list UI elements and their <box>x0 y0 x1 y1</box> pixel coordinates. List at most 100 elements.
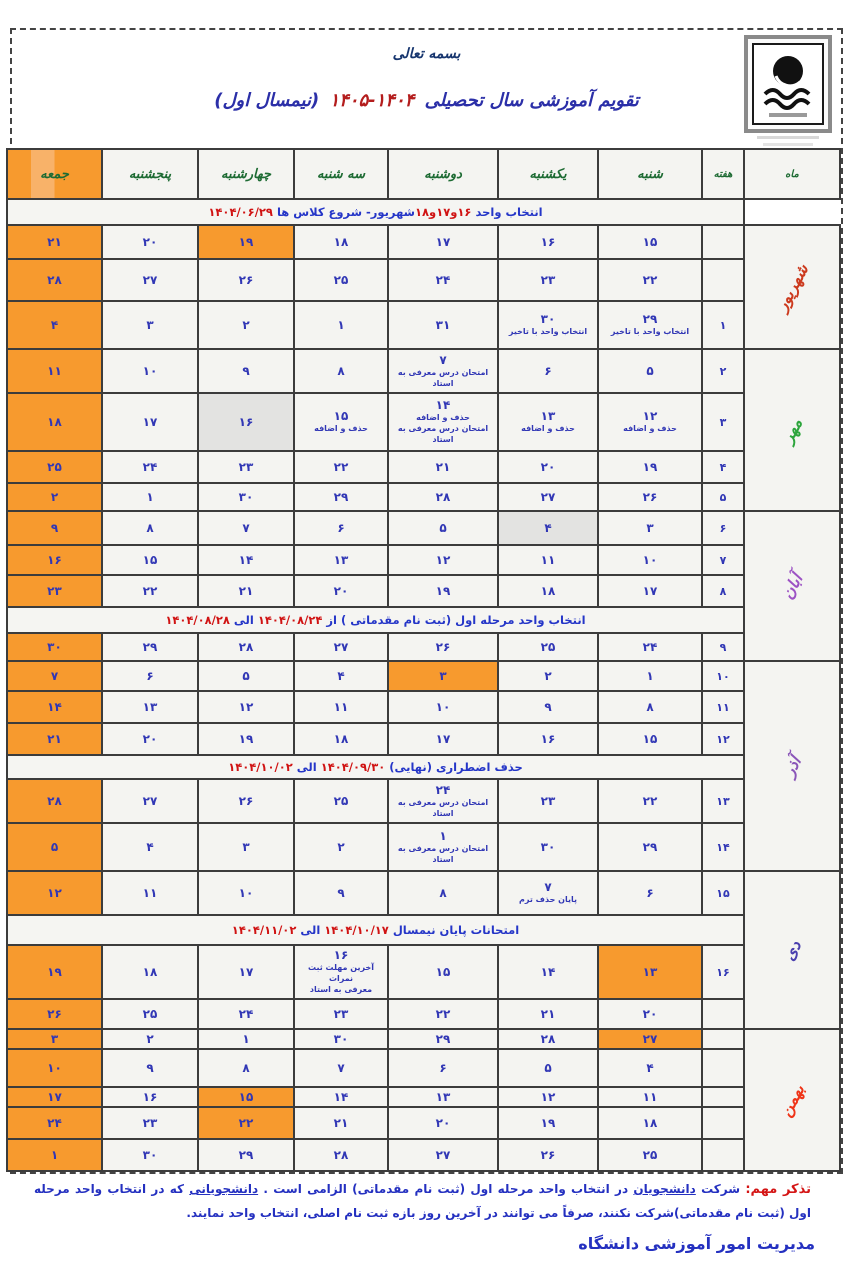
day-number: ۱۱ <box>540 552 556 567</box>
day-cell: ۲۵ <box>293 778 389 824</box>
day-cell: ۲۰ <box>497 450 599 484</box>
day-number: ۸ <box>242 1060 250 1075</box>
day-cell: ۱۱ <box>597 1086 703 1108</box>
day-cell: ۱۷ <box>387 224 499 260</box>
day-number: ۲۳ <box>540 793 556 808</box>
calendar-week-row: ۲۲ ۲۳ ۲۴ ۲۵ ۲۶ ۲۷ ۲۸ <box>6 258 840 302</box>
day-number: ۱۵ <box>642 234 658 249</box>
day-number: ۵ <box>544 1060 552 1075</box>
day-number: ۱۵ <box>435 964 451 979</box>
day-number: ۱۳ <box>435 1089 451 1104</box>
day-number: ۷ <box>337 1060 345 1075</box>
day-cell: ۳۰ <box>293 1028 389 1050</box>
day-number: ۹ <box>50 520 59 535</box>
day-number: ۱۴ <box>47 699 62 714</box>
day-cell: ۲۰ <box>387 1106 499 1140</box>
day-number: ۱۰ <box>238 885 254 900</box>
day-number: ۲۱ <box>47 234 62 249</box>
day-cell: ۴ <box>101 822 199 872</box>
day-cell: ۲ <box>293 822 389 872</box>
day-number: ۱۲ <box>540 1089 556 1104</box>
calendar-week-row: آبان ۶ ۳ ۴ ۵ ۶ ۷ ۸ ۹ <box>6 510 841 662</box>
day-note: حذف و اضافه <box>416 413 470 423</box>
day-number: ۳۰ <box>540 312 556 327</box>
day-number: ۳ <box>50 1031 59 1046</box>
day-number: ۱۰ <box>47 1060 62 1075</box>
calendar-week-row: ۳ ۱۲ حذف و اضافه ۱۳ حذف و اضافه ۱۴ حذف و اضافه… <box>6 392 840 452</box>
day-number: ۲۴ <box>238 1006 254 1021</box>
day-number: ۵ <box>242 668 250 683</box>
calendar-week-row: ۸ ۱۷ ۱۸ ۱۹ ۲۰ ۲۱ ۲۲ ۲۳ <box>6 574 840 608</box>
day-number: ۲ <box>544 668 552 683</box>
day-cell: ۲۴ <box>197 998 295 1030</box>
day-number: ۲۹ <box>333 489 349 504</box>
day-number: ۵ <box>646 363 654 378</box>
day-cell: ۵ <box>597 348 703 394</box>
day-number: ۲۷ <box>333 639 349 654</box>
day-number: ۲۱ <box>540 1006 556 1021</box>
day-number: ۳۰ <box>47 639 62 654</box>
day-number: ۲۲ <box>642 793 658 808</box>
day-number: ۲۹ <box>642 839 658 854</box>
day-number: ۱۹ <box>540 1115 556 1130</box>
day-number: ۱۹ <box>238 234 254 249</box>
day-cell: ۲۱ <box>6 722 103 756</box>
day-cell: ۲۸ <box>497 1028 599 1050</box>
notice-label: تذکر مهم: <box>745 1182 812 1197</box>
day-cell: ۱۰ <box>597 544 703 576</box>
day-number: ۳ <box>646 520 654 535</box>
day-number: ۱۱ <box>47 363 62 378</box>
day-number: ۱۲ <box>238 699 254 714</box>
day-cell: ۲۱ <box>387 450 499 484</box>
day-number: ۱۷ <box>142 414 158 429</box>
banner-emergency-drop: حذف اضطراری (نهایی) ۱۴۰۴/۰۹/۳۰ الی ۱۴۰۴/… <box>6 754 840 780</box>
calendar-week-row: ۱ ۲۹ انتخاب واحد با تاخیر ۳۰ انتخاب واحد با … <box>6 300 840 350</box>
day-number: ۱۰ <box>435 699 451 714</box>
day-cell: ۱۳ <box>597 944 703 1000</box>
day-number: ۹ <box>242 363 250 378</box>
day-cell: ۱ <box>197 1028 295 1050</box>
day-number: ۲ <box>50 489 59 504</box>
day-cell: ۲۹ <box>387 1028 499 1050</box>
week-number-cell: ۷ <box>701 544 745 576</box>
day-cell: ۱۲ <box>387 544 499 576</box>
day-cell: ۶ <box>101 660 199 692</box>
banner-text-part: ۱۶و۱۷و۱۸ <box>415 205 472 219</box>
day-number: ۳ <box>439 668 447 683</box>
header-month: ماه <box>743 148 841 200</box>
day-number: ۲۱ <box>435 459 451 474</box>
day-cell: ۲۰ <box>101 224 199 260</box>
day-number: ۲۰ <box>142 731 158 746</box>
day-number: ۱۸ <box>333 234 349 249</box>
banner-text-part: الی <box>292 760 321 774</box>
day-number: ۲۴ <box>47 1115 62 1130</box>
day-cell: ۲۴ <box>6 1106 103 1140</box>
day-cell: ۲۲ <box>293 450 389 484</box>
day-number: ۱ <box>242 1031 250 1046</box>
day-number: ۱۹ <box>238 731 254 746</box>
day-cell: ۱۴ <box>497 944 599 1000</box>
header-friday: جمعه <box>6 148 103 200</box>
day-number: ۲۵ <box>47 459 62 474</box>
day-number: ۲۴ <box>435 782 451 797</box>
week-number-cell: ۱۳ <box>701 778 745 824</box>
banner-final-exams: امتحانات پایان نیمسال ۱۴۰۴/۱۰/۱۷ الی ۱۴۰… <box>6 914 840 946</box>
day-number: ۱۷ <box>642 583 658 598</box>
notice-text-part: دانشجویان <box>633 1182 696 1196</box>
day-number: ۶ <box>439 1060 447 1075</box>
day-cell: ۱۵ <box>597 224 703 260</box>
week-number-cell: ۹ <box>701 632 745 662</box>
footer-notes: تذکر مهم: شرکت دانشجویان در انتخاب واحد … <box>34 1178 811 1224</box>
day-cell: ۲۵ <box>101 998 199 1030</box>
day-number: ۱۴ <box>333 1089 349 1104</box>
day-number: ۱۸ <box>540 583 556 598</box>
day-cell: ۱۳ <box>101 690 199 724</box>
banner-preliminary-registration: انتخاب واحد مرحله اول (ثبت نام مقدماتی )… <box>6 606 745 634</box>
day-cell: ۱۲ حذف و اضافه <box>597 392 703 452</box>
notice-text-part: دانشجویانی <box>189 1182 259 1196</box>
day-cell: ۲۰ <box>101 722 199 756</box>
day-cell: ۲۵ <box>597 1138 703 1172</box>
day-cell: ۱۵ <box>387 944 499 1000</box>
day-number: ۲۱ <box>238 583 254 598</box>
day-number: ۲ <box>337 839 345 854</box>
